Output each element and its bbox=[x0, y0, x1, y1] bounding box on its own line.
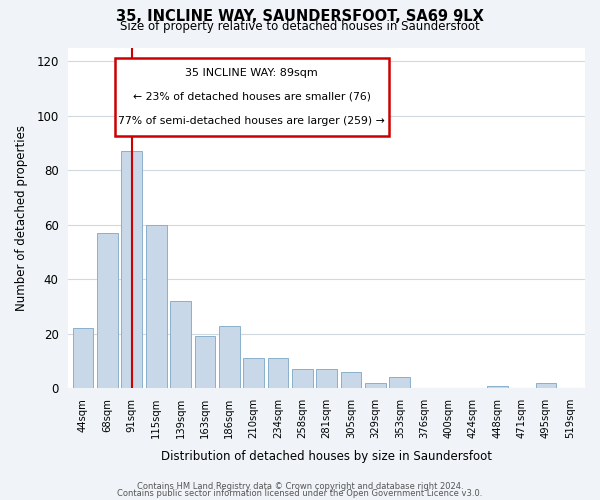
Text: Contains public sector information licensed under the Open Government Licence v3: Contains public sector information licen… bbox=[118, 489, 482, 498]
Y-axis label: Number of detached properties: Number of detached properties bbox=[15, 125, 28, 311]
Bar bbox=[365, 383, 386, 388]
Text: 35 INCLINE WAY: 89sqm: 35 INCLINE WAY: 89sqm bbox=[185, 68, 318, 78]
Bar bbox=[316, 369, 337, 388]
Bar bbox=[97, 233, 118, 388]
Bar bbox=[487, 386, 508, 388]
Bar bbox=[243, 358, 264, 388]
Bar bbox=[268, 358, 289, 388]
Text: Contains HM Land Registry data © Crown copyright and database right 2024.: Contains HM Land Registry data © Crown c… bbox=[137, 482, 463, 491]
Bar bbox=[292, 369, 313, 388]
Bar bbox=[170, 301, 191, 388]
FancyBboxPatch shape bbox=[115, 58, 389, 136]
Text: ← 23% of detached houses are smaller (76): ← 23% of detached houses are smaller (76… bbox=[133, 92, 371, 102]
Bar bbox=[194, 336, 215, 388]
Bar bbox=[73, 328, 94, 388]
Bar bbox=[389, 378, 410, 388]
Bar bbox=[219, 326, 239, 388]
Bar bbox=[146, 224, 167, 388]
X-axis label: Distribution of detached houses by size in Saundersfoot: Distribution of detached houses by size … bbox=[161, 450, 492, 462]
Text: 77% of semi-detached houses are larger (259) →: 77% of semi-detached houses are larger (… bbox=[118, 116, 385, 126]
Bar bbox=[341, 372, 361, 388]
Bar bbox=[121, 151, 142, 388]
Text: Size of property relative to detached houses in Saundersfoot: Size of property relative to detached ho… bbox=[120, 20, 480, 33]
Text: 35, INCLINE WAY, SAUNDERSFOOT, SA69 9LX: 35, INCLINE WAY, SAUNDERSFOOT, SA69 9LX bbox=[116, 9, 484, 24]
Bar bbox=[536, 383, 556, 388]
